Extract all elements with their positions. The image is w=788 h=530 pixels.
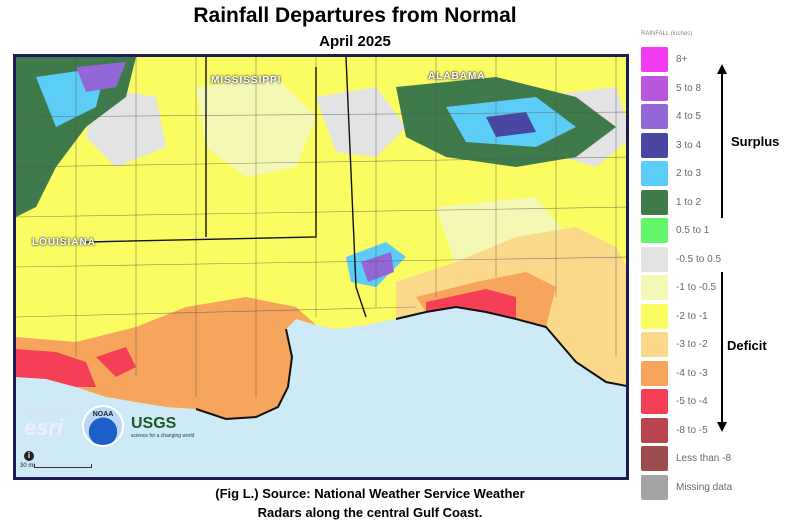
caption-line-1: (Fig L.) Source: National Weather Servic… bbox=[215, 486, 525, 501]
legend-label: 3 to 4 bbox=[676, 139, 702, 151]
esri-logo-text: esri bbox=[24, 415, 64, 440]
legend-item: 1 to 2 bbox=[641, 189, 702, 215]
state-label-mississippi: MISSISSIPPI bbox=[211, 75, 282, 86]
usgs-logo-small-text: science for a changing world bbox=[131, 433, 195, 439]
legend-title: RAINFALL (inches) bbox=[641, 31, 693, 37]
legend-label: -2 to -1 bbox=[676, 310, 708, 322]
caption-line-2: Radars along the central Gulf Coast. bbox=[257, 505, 483, 520]
legend-item: -3 to -2 bbox=[641, 332, 708, 357]
legend-item: -4 to -3 bbox=[641, 360, 708, 386]
legend-item: 2 to 3 bbox=[641, 161, 701, 186]
legend-swatch bbox=[641, 417, 668, 443]
map-subtitle: April 2025 bbox=[319, 33, 391, 50]
legend-swatch bbox=[641, 189, 668, 215]
legend-label: -5 to -4 bbox=[676, 396, 708, 407]
legend-label: 4 to 5 bbox=[676, 111, 702, 122]
state-label-louisiana: LOUISIANA bbox=[32, 237, 96, 248]
legend-swatch bbox=[641, 75, 668, 101]
legend-swatch bbox=[641, 161, 668, 186]
legend-label: 2 to 3 bbox=[676, 168, 702, 179]
scale-bar-label: 30 mi bbox=[20, 463, 35, 469]
esri-logo: POWERED BY esri bbox=[24, 409, 70, 441]
map-canvas bbox=[16, 57, 626, 477]
legend-label: -1 to -0.5 bbox=[676, 282, 717, 293]
legend-label: -8 to -5 bbox=[676, 424, 708, 436]
noaa-logo-text: NOAA bbox=[92, 411, 114, 418]
legend-label: Less than -8 bbox=[676, 453, 732, 464]
legend-swatch bbox=[641, 332, 668, 357]
legend-item: Less than -8 bbox=[641, 446, 731, 471]
legend-label: 0.5 to 1 bbox=[676, 225, 710, 236]
legend-swatch bbox=[641, 246, 668, 272]
legend-item: -0.5 to 0.5 bbox=[641, 246, 722, 272]
legend-label: -3 to -2 bbox=[676, 339, 708, 350]
legend-item: 5 to 8 bbox=[641, 75, 702, 101]
legend-label: 1 to 2 bbox=[676, 196, 702, 208]
legend-item: 8+ bbox=[641, 47, 687, 72]
legend-item: -2 to -1 bbox=[641, 303, 708, 329]
map-title: Rainfall Departures from Normal bbox=[193, 4, 517, 27]
legend-item: 4 to 5 bbox=[641, 104, 701, 129]
esri-logo-small-text: POWERED BY bbox=[24, 409, 71, 415]
legend-item: 3 to 4 bbox=[641, 132, 702, 158]
surplus-label: Surplus bbox=[731, 134, 780, 149]
legend-label: -0.5 to 0.5 bbox=[676, 253, 722, 265]
legend-swatch bbox=[641, 47, 668, 72]
usgs-logo-text: USGS bbox=[131, 415, 177, 432]
legend-swatch bbox=[641, 104, 668, 129]
legend-label: 5 to 8 bbox=[676, 82, 702, 94]
deficit-label: Deficit bbox=[727, 338, 767, 353]
legend-item: -1 to -0.5 bbox=[641, 275, 716, 300]
legend-label: Missing data bbox=[676, 481, 733, 493]
legend-item: -5 to -4 bbox=[641, 389, 708, 414]
noaa-logo: NOAA bbox=[82, 405, 124, 447]
legend-swatch bbox=[641, 218, 668, 243]
legend-item: -8 to -5 bbox=[641, 417, 708, 443]
legend-swatch bbox=[641, 360, 668, 386]
legend-item: Missing data bbox=[641, 474, 733, 500]
legend-swatch bbox=[641, 303, 668, 329]
legend-swatch bbox=[641, 132, 668, 158]
legend-label: -4 to -3 bbox=[676, 367, 708, 379]
rainfall-map[interactable]: MISSISSIPPI ALABAMA LOUISIANA POWERED BY… bbox=[13, 54, 629, 480]
legend-swatch bbox=[641, 446, 668, 471]
deficit-arrow-icon bbox=[717, 272, 727, 432]
scale-bar: 30 mi bbox=[20, 463, 92, 469]
state-label-alabama: ALABAMA bbox=[428, 71, 486, 82]
info-icon[interactable]: i bbox=[24, 451, 34, 461]
legend-label: 8+ bbox=[676, 54, 688, 65]
usgs-logo: USGS science for a changing world bbox=[131, 415, 194, 439]
legend-swatch bbox=[641, 389, 668, 414]
legend-swatch bbox=[641, 474, 668, 500]
legend-item: 0.5 to 1 bbox=[641, 218, 709, 243]
legend-swatch bbox=[641, 275, 668, 300]
surplus-arrow-icon bbox=[717, 64, 727, 218]
